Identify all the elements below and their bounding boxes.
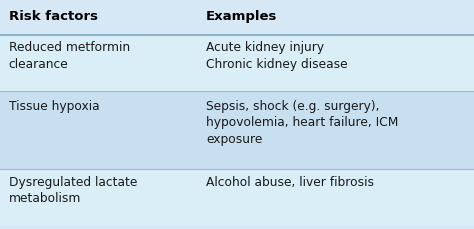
Text: Acute kidney injury
Chronic kidney disease: Acute kidney injury Chronic kidney disea… <box>206 41 348 71</box>
Text: Risk factors: Risk factors <box>9 10 98 23</box>
Text: Sepsis, shock (e.g. surgery),
hypovolemia, heart failure, ICM
exposure: Sepsis, shock (e.g. surgery), hypovolemi… <box>206 99 399 145</box>
Text: Alcohol abuse, liver fibrosis: Alcohol abuse, liver fibrosis <box>206 175 374 188</box>
Text: Reduced metformin
clearance: Reduced metformin clearance <box>9 41 130 71</box>
Text: Tissue hypoxia: Tissue hypoxia <box>9 99 99 112</box>
Bar <box>0 169 474 226</box>
Text: Dysregulated lactate
metabolism: Dysregulated lactate metabolism <box>9 175 137 204</box>
Text: Examples: Examples <box>206 10 278 23</box>
Bar <box>0 35 474 92</box>
Bar <box>0 92 474 169</box>
Bar <box>0 5 474 35</box>
